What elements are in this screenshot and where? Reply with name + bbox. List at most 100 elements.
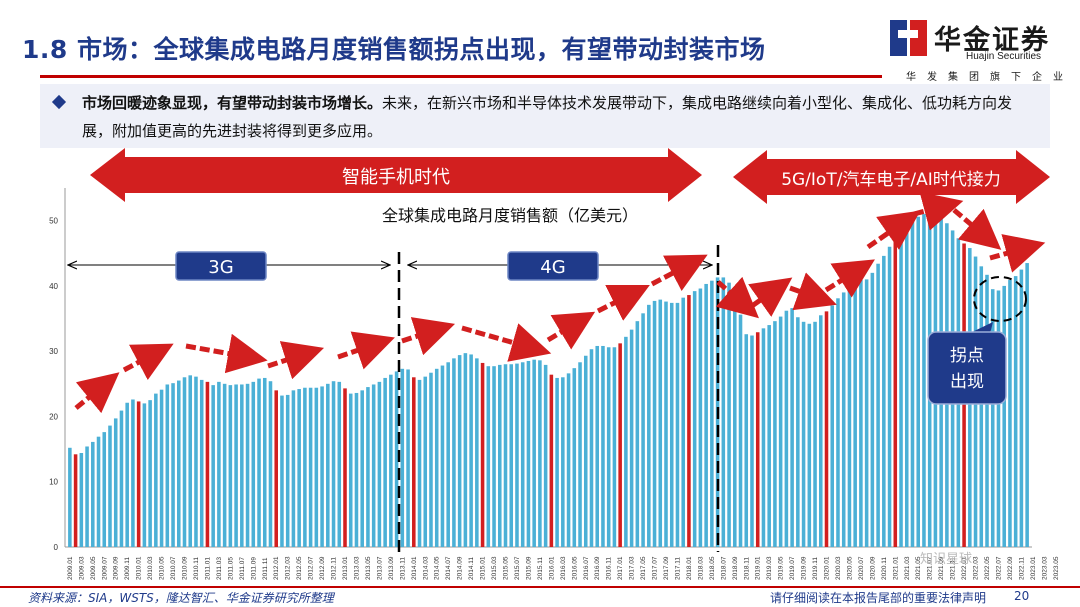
trend-arrows <box>74 191 1046 414</box>
bar <box>641 313 645 547</box>
x-tick-label: 2018.07 <box>720 556 727 580</box>
x-tick-label: 2011.05 <box>227 557 234 580</box>
x-tick-label: 2014.07 <box>445 556 452 580</box>
bar <box>354 392 359 547</box>
trend-arrow <box>789 272 837 311</box>
bar <box>268 381 273 547</box>
y-tick-label: 0 <box>54 543 59 552</box>
x-tick-label: 2017.03 <box>629 556 636 580</box>
bar <box>188 375 193 547</box>
x-tick-label: 2015.03 <box>491 556 498 580</box>
y-tick-label: 30 <box>49 347 58 356</box>
bar <box>606 347 611 547</box>
y-tick-label: 20 <box>49 413 58 422</box>
x-tick-label: 2022.03 <box>973 556 980 580</box>
bar <box>922 214 926 548</box>
bar <box>761 328 766 547</box>
bar <box>389 374 393 547</box>
bar <box>807 323 812 547</box>
bar <box>910 219 915 548</box>
bar <box>148 400 152 547</box>
x-tick-label: 2022.09 <box>1007 556 1014 580</box>
bar <box>882 255 886 547</box>
bar <box>85 446 89 547</box>
bar <box>778 316 783 547</box>
x-tick-label: 2016.09 <box>594 556 601 580</box>
x-tick-label: 2020.05 <box>846 556 853 580</box>
bar <box>326 383 330 547</box>
bar <box>119 410 124 547</box>
bar <box>79 453 84 547</box>
x-tick-label: 2018.03 <box>697 556 704 580</box>
y-tick-label: 10 <box>49 478 58 487</box>
trend-arrow <box>824 259 875 298</box>
logo-english-name: Huajin Securities <box>966 51 1042 62</box>
bar <box>463 353 468 547</box>
bar <box>486 366 491 547</box>
bar <box>813 321 817 547</box>
bar <box>348 393 353 547</box>
bar <box>664 301 668 547</box>
logo-chinese-name: 华金证券 <box>934 25 1050 56</box>
bar <box>847 288 852 547</box>
x-tick-label: 2022.01 <box>961 556 968 580</box>
bar <box>303 387 307 547</box>
bar <box>767 325 771 547</box>
bar <box>211 385 215 547</box>
bar <box>1008 280 1012 547</box>
bar <box>285 394 290 547</box>
trend-arrow <box>748 277 793 317</box>
x-tick-label: 2010.07 <box>170 556 177 580</box>
bar <box>520 362 525 547</box>
bar <box>595 345 599 547</box>
bar <box>859 280 863 547</box>
bar <box>675 302 680 547</box>
trend-arrow <box>337 331 395 370</box>
bar <box>297 389 301 547</box>
bar <box>400 368 405 547</box>
bar <box>681 297 685 547</box>
x-tick-label: 2021.11 <box>950 557 957 580</box>
x-tick-label: 2021.05 <box>915 556 922 580</box>
bar <box>406 369 410 547</box>
x-tick-label: 2012.03 <box>285 556 292 580</box>
summary-body: 未来，在新兴市场和半导体技术发展带动下，集成电路继续向着小型化、集成化、低功耗方… <box>82 94 1013 140</box>
next-era-banner: 5G/IoT/汽车电子/AI时代接力 <box>733 150 1050 204</box>
bar-highlight <box>343 388 347 547</box>
bar <box>91 441 95 547</box>
x-tick-label: 2011.11 <box>262 557 269 580</box>
bar <box>102 432 107 547</box>
x-tick-label: 2017.07 <box>652 556 659 580</box>
bar <box>366 387 370 547</box>
bar-highlight <box>824 311 829 547</box>
bar <box>876 263 880 547</box>
bar <box>314 387 319 547</box>
bar <box>692 291 697 547</box>
bar-highlight <box>687 295 691 547</box>
bar <box>417 379 422 547</box>
x-tick-label: 2022.05 <box>984 556 991 580</box>
bar <box>704 283 708 547</box>
bar <box>217 381 221 547</box>
bar <box>360 390 364 547</box>
bar <box>790 308 794 547</box>
y-tick-label: 40 <box>49 282 58 291</box>
x-tick-label: 2011.09 <box>250 557 257 580</box>
x-tick-label: 2016.05 <box>571 556 578 580</box>
x-tick-label: 2016.01 <box>548 556 555 580</box>
bar <box>727 282 731 547</box>
x-tick-label: 2010.11 <box>193 557 200 580</box>
x-tick-label: 2023.03 <box>1041 556 1048 580</box>
bar-highlight <box>618 343 622 547</box>
x-tick-label: 2014.03 <box>422 556 429 580</box>
x-tick-label: 2019.01 <box>755 556 762 580</box>
bar <box>503 364 508 547</box>
bar <box>870 272 875 547</box>
footer-disclaimer: 请仔细阅读在本报告尾部的重要法律声明 <box>770 591 987 605</box>
bar-highlight <box>412 377 416 547</box>
bar <box>142 403 147 547</box>
x-tick-label: 2019.11 <box>812 557 819 580</box>
x-tick-label: 2012.05 <box>296 556 303 580</box>
bar <box>165 384 170 547</box>
bar-highlight <box>893 238 898 547</box>
